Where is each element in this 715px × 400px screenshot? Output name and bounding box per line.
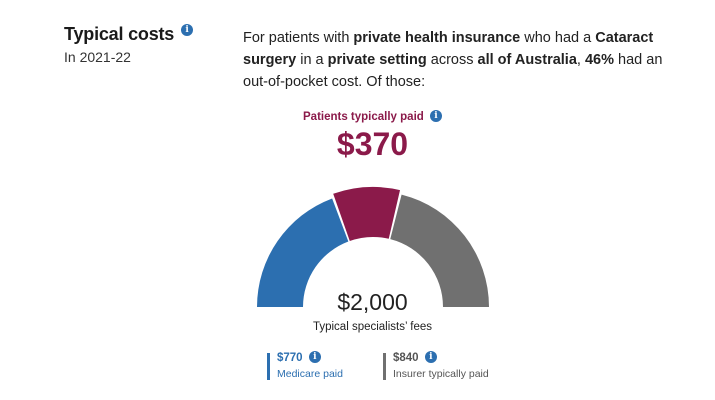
patients-paid-amount: $370 [336, 126, 409, 162]
total-fee-label: Typical specialists’ fees [312, 321, 433, 333]
legend-insurer-amount-row: $840 i [393, 351, 489, 365]
legend-medicare: $770 i Medicare paid [267, 351, 343, 381]
legend-medicare-swatch [267, 353, 270, 380]
legend-insurer-label: Insurer typically paid [393, 368, 489, 381]
intro-region: all of Australia [477, 52, 577, 68]
intro-percentage: 46% [584, 52, 614, 68]
section-title-text: Typical costs [64, 24, 175, 44]
intro-text: had an out-of-pocket cost. Of those: [243, 52, 663, 90]
intro-text: in a [296, 52, 328, 68]
legend-insurer-amount: $840 [393, 352, 419, 365]
info-icon[interactable]: i [424, 351, 437, 363]
intro-text: across [426, 52, 478, 68]
intro-procedure: Cataract surgery [243, 30, 654, 68]
patients-paid-label: Patients typically paid i [0, 110, 715, 124]
legend-medicare-label: Medicare paid [277, 368, 343, 381]
intro-text: For patients with [243, 30, 354, 46]
intro-text: who had a [520, 30, 596, 46]
section-title: Typical costs i [64, 24, 193, 45]
section-header: Typical costs i In 2021-22 [64, 24, 193, 65]
info-icon[interactable]: i [308, 351, 321, 363]
legend-medicare-amount: $770 [277, 352, 303, 365]
info-icon[interactable]: i [180, 24, 193, 37]
gauge-segment-patient [333, 187, 401, 241]
intro-setting: private setting [327, 52, 427, 68]
intro-text: , [576, 52, 585, 68]
legend-insurer-swatch [383, 353, 386, 380]
total-fee-amount: $2,000 [337, 289, 408, 315]
gauge-segment-insurer [390, 194, 489, 307]
legend-insurer: $840 i Insurer typically paid [383, 351, 489, 381]
cost-gauge [257, 187, 489, 307]
gauge-segments [257, 187, 489, 307]
intro-insurance-type: private health insurance [353, 30, 521, 46]
info-icon[interactable]: i [430, 110, 442, 122]
gauge-segment-medicare [257, 198, 349, 307]
year-label: In 2021-22 [64, 49, 131, 65]
intro-paragraph: For patients with private health insuran… [243, 27, 663, 93]
legend-medicare-amount-row: $770 i [277, 351, 343, 365]
patients-paid-label-text: Patients typically paid [303, 111, 424, 124]
